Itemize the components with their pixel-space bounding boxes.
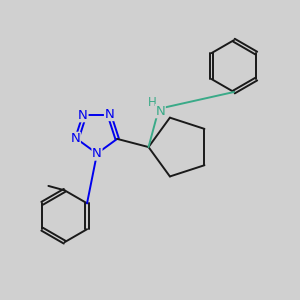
Text: N: N [92,147,102,160]
Text: H: H [148,96,157,109]
Text: N: N [155,105,165,118]
Text: N: N [105,107,114,121]
Text: N: N [70,132,80,146]
Text: N: N [78,109,88,122]
